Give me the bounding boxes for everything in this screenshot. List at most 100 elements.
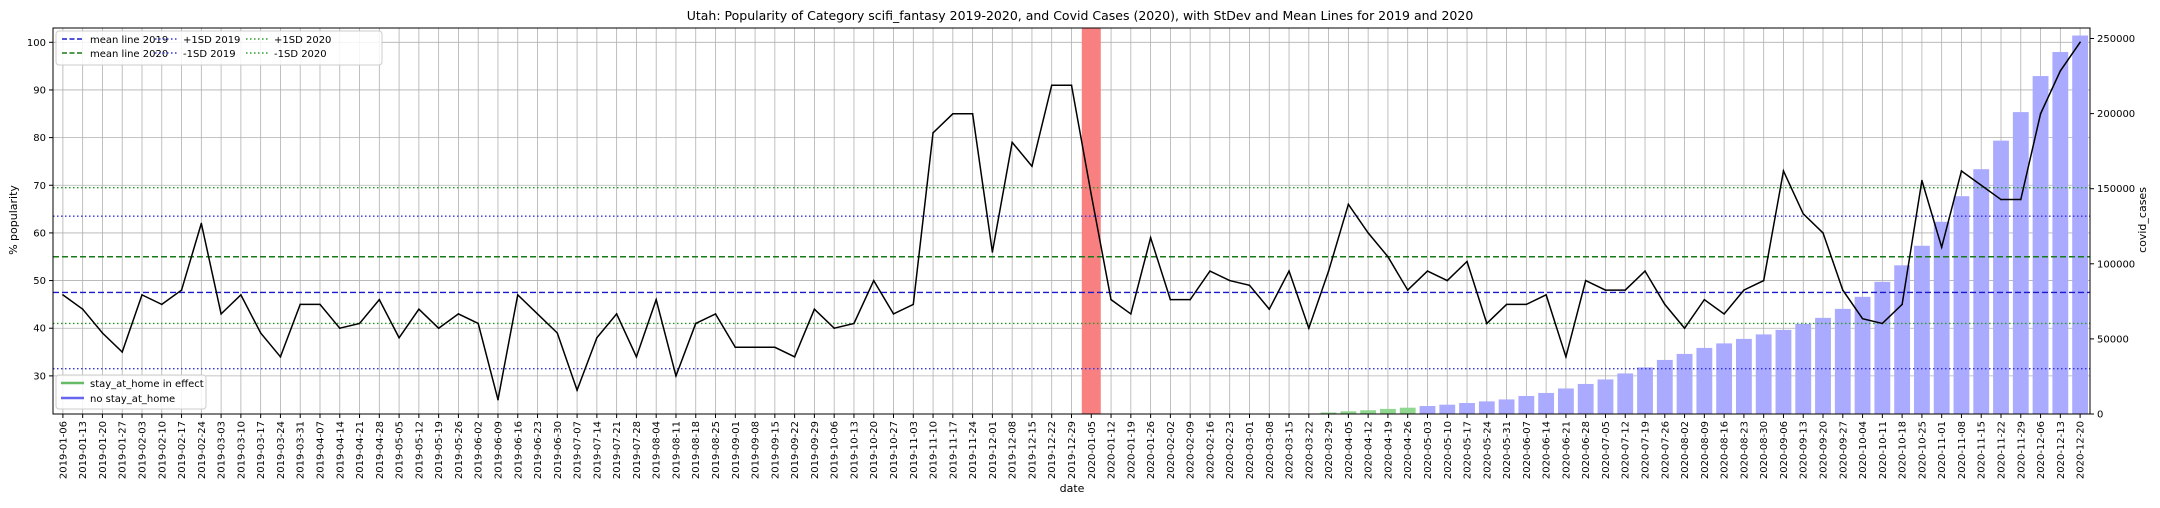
- x-tick-label: 2020-04-26: [1403, 421, 1414, 479]
- popularity-point: [1565, 356, 1567, 358]
- x-tick-label: 2019-02-24: [197, 421, 208, 479]
- popularity-point: [1308, 327, 1310, 330]
- popularity-point: [398, 336, 400, 339]
- popularity-point: [319, 303, 321, 306]
- x-tick-label: 2019-12-15: [1027, 421, 1038, 479]
- x-tick-label: 2020-12-20: [2076, 421, 2087, 479]
- legend-item-label: stay_at_home in effect: [90, 379, 204, 390]
- legend-item-label: +1SD 2020: [274, 35, 331, 46]
- x-tick-label: 2020-05-17: [1463, 421, 1474, 479]
- popularity-point: [1387, 255, 1389, 258]
- x-tick-label: 2019-07-28: [632, 421, 643, 479]
- x-tick-label: 2020-01-05: [1087, 421, 1098, 479]
- popularity-point: [497, 398, 499, 401]
- popularity-point: [1664, 303, 1666, 306]
- x-tick-label: 2020-02-09: [1186, 421, 1197, 479]
- covid-bar: [1815, 317, 1831, 414]
- x-tick-label: 2019-12-29: [1067, 421, 1078, 479]
- popularity-point: [477, 322, 479, 325]
- covid-bar: [1518, 395, 1535, 414]
- popularity-point: [1347, 203, 1350, 206]
- covid-bar: [1577, 383, 1594, 414]
- popularity-point: [1683, 327, 1686, 330]
- popularity-point: [853, 322, 855, 325]
- x-tick-label: 2019-11-24: [968, 421, 979, 479]
- y-ticks: 30 40 50 60 70 80 90 100: [27, 38, 53, 382]
- popularity-point: [793, 356, 796, 358]
- y2-tick-label: 150000: [2097, 184, 2135, 195]
- x-tick-label: 2020-11-01: [1937, 421, 1948, 479]
- x-tick-label: 2020-03-15: [1285, 421, 1296, 479]
- y2-axis-label: covid_cases: [2136, 187, 2149, 253]
- x-tick-label: 2019-12-22: [1047, 421, 1058, 479]
- legend-top: mean line 2019 mean line 2020 +1SD 2019 -1S…: [55, 30, 383, 66]
- stay-at-home-band: [1081, 28, 1101, 414]
- x-tick-label: 2019-10-06: [830, 421, 841, 479]
- popularity-point: [437, 327, 440, 330]
- x-tick-label: 2019-06-02: [474, 421, 485, 479]
- x-tick-label: 2020-08-16: [1720, 421, 1731, 479]
- x-tick-label: 2019-01-06: [58, 421, 69, 479]
- popularity-point: [516, 294, 519, 296]
- y2-tick-label: 50000: [2097, 334, 2129, 345]
- y-tick-label: 70: [33, 181, 46, 192]
- x-tick-label: 2019-04-28: [375, 421, 386, 479]
- popularity-point: [1031, 165, 1033, 167]
- x-tick-label: 2020-01-19: [1126, 421, 1137, 479]
- popularity-point: [1110, 298, 1112, 301]
- covid-bar: [1716, 343, 1733, 414]
- covid-bar: [1953, 196, 1970, 414]
- x-tick-label: 2019-04-21: [355, 421, 366, 479]
- x-tick-label: 2019-05-26: [454, 421, 465, 479]
- x-tick-label: 2020-05-24: [1482, 421, 1493, 479]
- popularity-point: [1248, 284, 1251, 287]
- popularity-point: [358, 322, 361, 325]
- popularity-point: [635, 356, 638, 358]
- covid-bars: [1320, 35, 2089, 414]
- covid-bar: [1459, 403, 1475, 414]
- x-tick-label: 2019-09-22: [790, 421, 801, 479]
- x-tick-label: 2020-06-14: [1542, 421, 1553, 479]
- x-tick-label: 2019-06-23: [533, 421, 544, 479]
- covid-bar: [1320, 412, 1337, 414]
- x-tick-label: 2020-04-05: [1344, 421, 1355, 479]
- popularity-point: [1486, 322, 1488, 325]
- y-tick-label: 30: [33, 371, 46, 382]
- covid-bar: [1874, 281, 1891, 414]
- x-tick-label: 2020-12-06: [2036, 421, 2047, 479]
- popularity-point: [971, 112, 974, 115]
- popularity-point: [734, 346, 737, 349]
- x-tick-label: 2020-08-30: [1759, 421, 1770, 479]
- popularity-point: [1288, 270, 1290, 272]
- x-tick-label: 2020-04-12: [1364, 421, 1375, 479]
- popularity-point: [892, 313, 895, 315]
- popularity-point: [1584, 279, 1587, 282]
- x-tick-label: 2020-07-12: [1621, 421, 1632, 479]
- x-tick-label: 2019-10-13: [849, 421, 860, 479]
- popularity-point: [932, 132, 934, 134]
- popularity-point: [1505, 303, 1508, 306]
- x-tick-label: 2020-10-04: [1858, 421, 1869, 479]
- covid-bar: [1894, 265, 1911, 414]
- covid-bar: [1913, 245, 1930, 414]
- x-tick-label: 2020-10-18: [1898, 421, 1909, 479]
- covid-bar: [2052, 52, 2069, 414]
- covid-bar: [1637, 367, 1653, 414]
- legend-item-label: mean line 2020: [90, 49, 168, 60]
- x-tick-label: 2019-05-05: [395, 421, 406, 479]
- x-tick-label: 2020-08-23: [1739, 421, 1750, 479]
- x-tick-label: 2019-08-11: [671, 421, 682, 479]
- x-tick-label: 2019-04-14: [335, 421, 346, 479]
- x-tick-label: 2019-12-08: [1008, 421, 1019, 479]
- x-tick-label: 2019-05-19: [434, 421, 445, 479]
- x-tick-label: 2020-08-02: [1680, 421, 1691, 479]
- x-tick-label: 2019-10-27: [889, 421, 900, 479]
- popularity-point: [1723, 313, 1725, 315]
- popularity-point: [200, 222, 203, 225]
- x-tick-label: 2019-03-17: [256, 421, 267, 479]
- popularity-point: [62, 294, 64, 296]
- legend-bottom-box: [55, 374, 207, 410]
- legend-item-label: -1SD 2019: [183, 49, 236, 60]
- covid-bar: [1933, 221, 1950, 414]
